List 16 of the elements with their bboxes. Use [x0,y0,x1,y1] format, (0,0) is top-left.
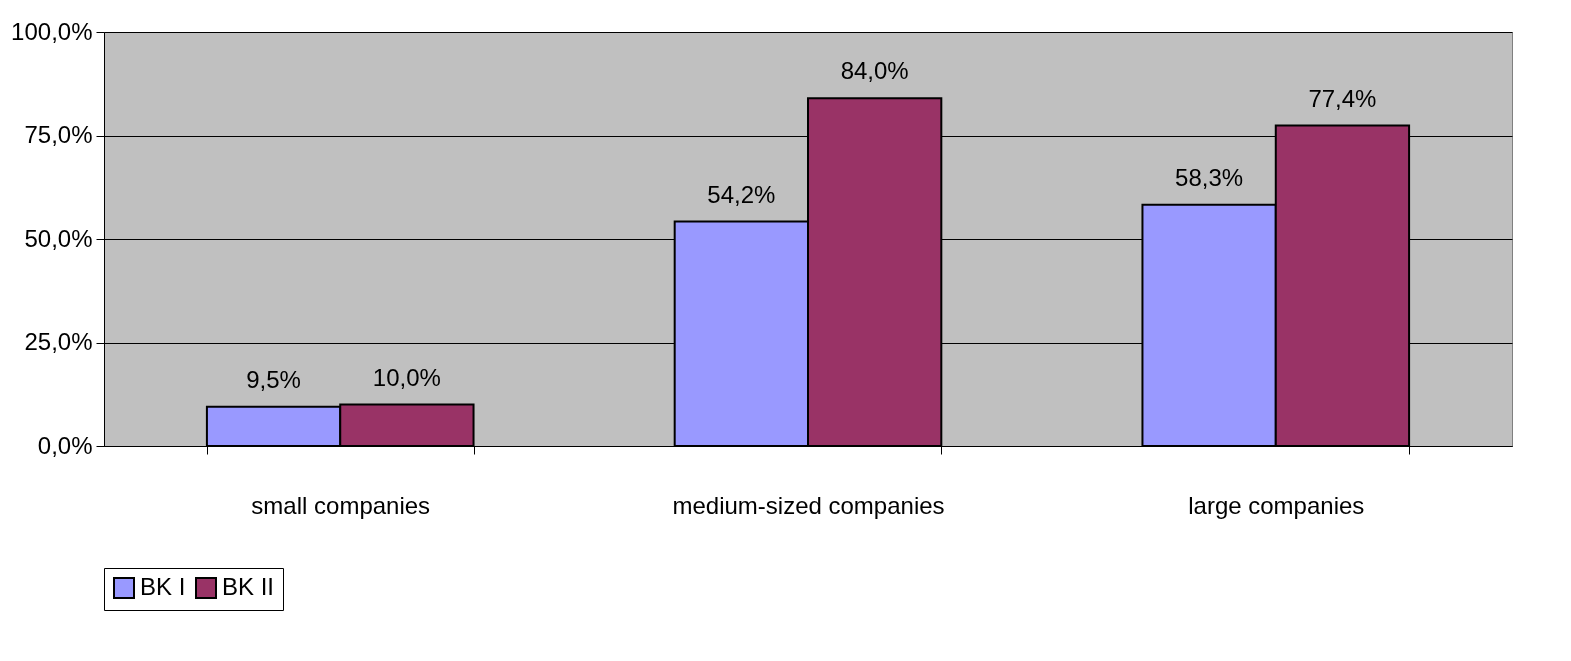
y-tick-label: 25,0% [24,328,93,355]
y-tick-label: 100,0% [11,17,93,45]
x-tick-label: large companies [1188,491,1365,519]
x-tick-label: medium-sized companies [672,491,945,519]
data-label: 84,0% [840,57,909,85]
legend-label: BK II [222,573,275,600]
data-label: 10,0% [372,363,441,391]
y-tick-label: 75,0% [24,121,93,148]
data-label: 9,5% [246,365,301,393]
data-label: 58,3% [1175,163,1244,191]
data-label: 77,4% [1308,84,1377,112]
y-tick-label: 50,0% [24,224,93,252]
legend-label: BK I [140,573,186,600]
x-tick-label: small companies [251,491,431,519]
y-tick-label: 0,0% [37,431,93,459]
data-label: 54,2% [707,180,776,208]
